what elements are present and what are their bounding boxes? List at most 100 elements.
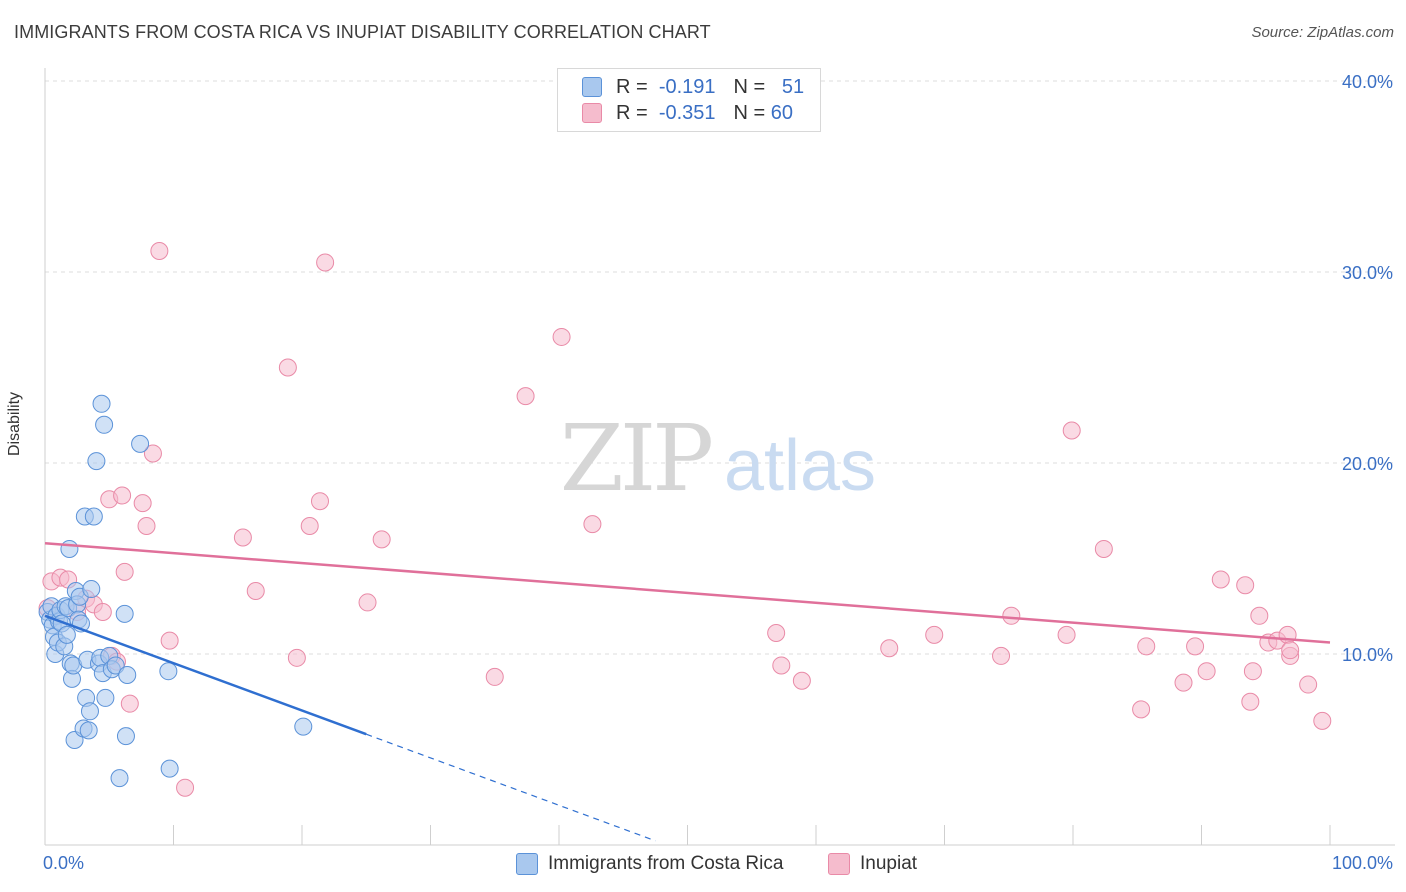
inupiat-point	[316, 253, 335, 272]
r-label: R =	[616, 75, 648, 98]
costa-rica-point	[294, 717, 313, 736]
inupiat-point	[925, 625, 944, 644]
inupiat-point	[287, 648, 306, 667]
inupiat-point	[1002, 606, 1021, 625]
source-label: Source: ZipAtlas.com	[1251, 24, 1394, 41]
costa-rica-point	[57, 625, 76, 644]
inupiat-point	[1186, 637, 1205, 656]
r-value: -0.191	[658, 75, 716, 98]
inupiat-point	[485, 667, 504, 686]
inupiat-point	[233, 528, 252, 547]
inupiat-point	[358, 593, 377, 612]
stats-row-costa-rica: R = -0.191 N = 51	[582, 75, 804, 99]
n-value: 51	[781, 75, 805, 98]
legend-item-inupiat: Inupiat	[828, 850, 917, 878]
inupiat-point	[792, 671, 811, 690]
costa-rica-point	[79, 721, 98, 740]
costa-rica-point	[84, 507, 103, 526]
inupiat-point	[1174, 673, 1193, 692]
inupiat-point	[1062, 421, 1081, 440]
inupiat-point	[115, 562, 134, 581]
y-tick-label: 30.0%	[1342, 263, 1393, 283]
costa-rica-point	[92, 394, 111, 413]
inupiat-point	[150, 241, 169, 260]
watermark-zip: ZIP	[560, 405, 711, 512]
costa-rica-point	[60, 539, 79, 558]
costa-rica-point	[96, 688, 115, 707]
inupiat-point	[1243, 662, 1262, 681]
inupiat-point	[583, 515, 602, 534]
inupiat-point	[1236, 576, 1255, 595]
costa-rica-point	[160, 759, 179, 778]
inupiat-point	[133, 494, 152, 513]
watermark-atlas: atlas	[724, 426, 876, 506]
costa-rica-point	[106, 656, 125, 675]
legend-swatch-pink	[828, 853, 850, 875]
inupiat-point	[516, 387, 535, 406]
y-axis-label: Disability	[6, 391, 23, 456]
inupiat-point	[246, 581, 265, 600]
inupiat-point	[176, 778, 195, 797]
inupiat-point	[767, 623, 786, 642]
grid	[45, 80, 1395, 655]
y-tick-label: 40.0%	[1342, 72, 1393, 92]
costa-rica-point	[131, 434, 150, 453]
inupiat-point	[137, 517, 156, 536]
x-tick-label: 0.0%	[43, 853, 84, 873]
inupiat-point	[160, 631, 179, 650]
stats-row-inupiat: R = -0.351 N = 60	[582, 101, 793, 125]
costa-rica-trend-line	[44, 614, 367, 736]
costa-rica-point	[110, 769, 129, 788]
trend-lines	[44, 541, 1331, 842]
inupiat-point	[372, 530, 391, 549]
inupiat-point	[1250, 606, 1269, 625]
legend-swatch-blue	[516, 853, 538, 875]
legend-label: Immigrants from Costa Rica	[548, 853, 784, 874]
costa-rica-point	[159, 662, 178, 681]
inupiat-point	[1132, 700, 1151, 719]
inupiat-trend-line	[44, 541, 1331, 644]
inupiat-point	[1211, 570, 1230, 589]
legend-swatch-blue	[582, 77, 602, 97]
series-inupiat-points	[38, 241, 1332, 797]
inupiat-point	[300, 517, 319, 536]
inupiat-point	[1057, 625, 1076, 644]
inupiat-point	[1313, 711, 1332, 730]
inupiat-point	[120, 694, 139, 713]
inupiat-point	[1197, 662, 1216, 681]
watermark: ZIP atlas	[560, 405, 876, 512]
inupiat-point	[992, 646, 1011, 665]
inupiat-point	[1281, 641, 1300, 660]
y-tick-label: 20.0%	[1342, 454, 1393, 474]
legend-swatch-pink	[582, 103, 602, 123]
chart-title: IMMIGRANTS FROM COSTA RICA VS INUPIAT DI…	[14, 22, 711, 42]
inupiat-point	[1299, 675, 1318, 694]
n-label: N =	[733, 75, 766, 98]
costa-rica-point	[82, 580, 101, 599]
costa-rica-point	[80, 702, 99, 721]
stats-legend: R = -0.191 N = 51 R = -0.351 N = 60	[557, 68, 821, 132]
costa-rica-trend-extension	[366, 733, 656, 842]
series-costa-rica-points	[38, 394, 313, 788]
inupiat-point	[772, 656, 791, 675]
inupiat-point	[278, 358, 297, 377]
inupiat-point	[1094, 539, 1113, 558]
costa-rica-point	[115, 604, 134, 623]
inupiat-point	[552, 327, 571, 346]
r-value: -0.351	[658, 101, 716, 124]
legend-label: Inupiat	[860, 853, 918, 874]
costa-rica-point	[116, 727, 135, 746]
inupiat-point	[93, 602, 112, 621]
costa-rica-point	[95, 415, 114, 434]
legend-item-costa-rica: Immigrants from Costa Rica	[516, 850, 783, 878]
tick-labels: 10.0% 20.0% 30.0% 40.0% 0.0% 100.0%	[43, 72, 1393, 873]
n-value: 60	[770, 101, 794, 124]
y-tick-label: 10.0%	[1342, 645, 1393, 665]
inupiat-point	[1241, 692, 1260, 711]
n-label: N =	[733, 101, 766, 124]
x-tick-label: 100.0%	[1332, 853, 1393, 873]
r-label: R =	[616, 101, 648, 124]
axes	[44, 68, 1395, 846]
costa-rica-point	[118, 666, 137, 685]
